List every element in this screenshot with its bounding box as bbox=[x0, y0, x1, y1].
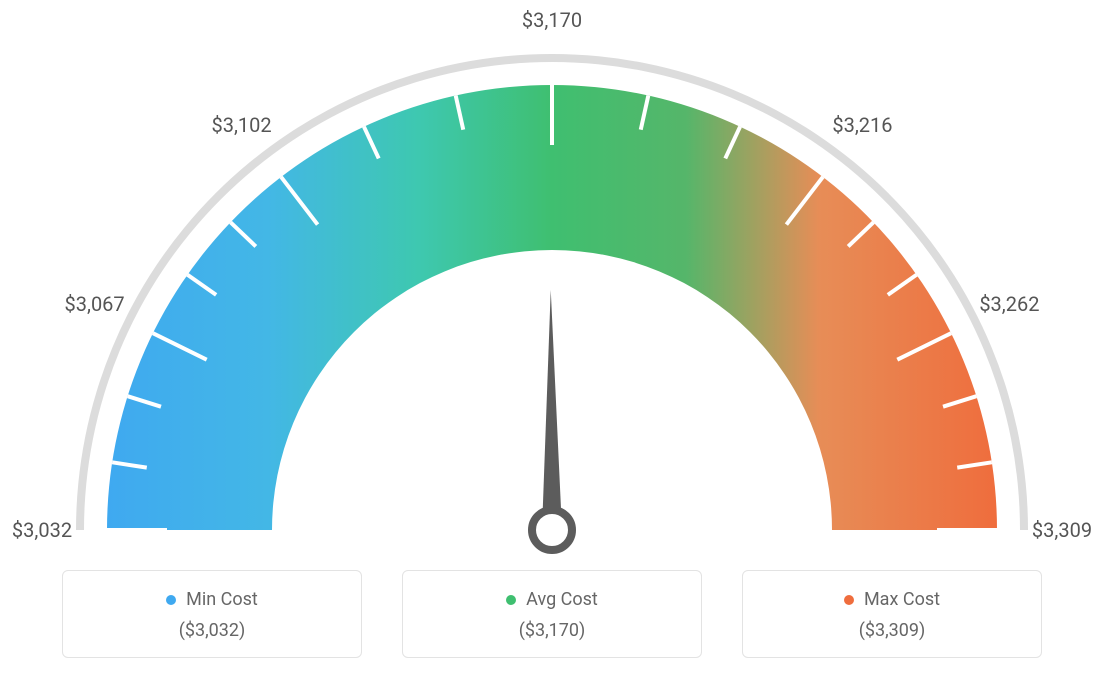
legend-value-avg: ($3,170) bbox=[403, 620, 701, 641]
legend-title-avg: Avg Cost bbox=[506, 589, 598, 610]
legend-row: Min Cost ($3,032) Avg Cost ($3,170) Max … bbox=[0, 570, 1104, 658]
gauge-tick-label: $3,102 bbox=[211, 113, 271, 137]
gauge-tick-label: $3,067 bbox=[65, 292, 125, 316]
gauge-tick-label: $3,216 bbox=[832, 113, 892, 137]
legend-value-max: ($3,309) bbox=[743, 620, 1041, 641]
legend-card-min: Min Cost ($3,032) bbox=[62, 570, 362, 658]
legend-dot-min bbox=[166, 595, 176, 605]
legend-label-avg: Avg Cost bbox=[526, 589, 598, 610]
legend-title-max: Max Cost bbox=[844, 589, 940, 610]
gauge-tick-label: $3,170 bbox=[522, 8, 582, 32]
gauge-tick-label: $3,032 bbox=[12, 518, 72, 542]
gauge-tick-label: $3,309 bbox=[1032, 518, 1092, 542]
legend-value-min: ($3,032) bbox=[63, 620, 361, 641]
gauge-tick-label: $3,262 bbox=[979, 292, 1039, 316]
gauge-svg bbox=[0, 0, 1104, 560]
gauge-chart: $3,032 $3,067 $3,102 $3,170 $3,216 $3,262 $3,3… bbox=[0, 0, 1104, 560]
legend-dot-avg bbox=[506, 595, 516, 605]
legend-dot-max bbox=[844, 595, 854, 605]
legend-title-min: Min Cost bbox=[166, 589, 258, 610]
legend-card-avg: Avg Cost ($3,170) bbox=[402, 570, 702, 658]
legend-label-max: Max Cost bbox=[864, 589, 940, 610]
legend-label-min: Min Cost bbox=[186, 589, 258, 610]
legend-card-max: Max Cost ($3,309) bbox=[742, 570, 1042, 658]
